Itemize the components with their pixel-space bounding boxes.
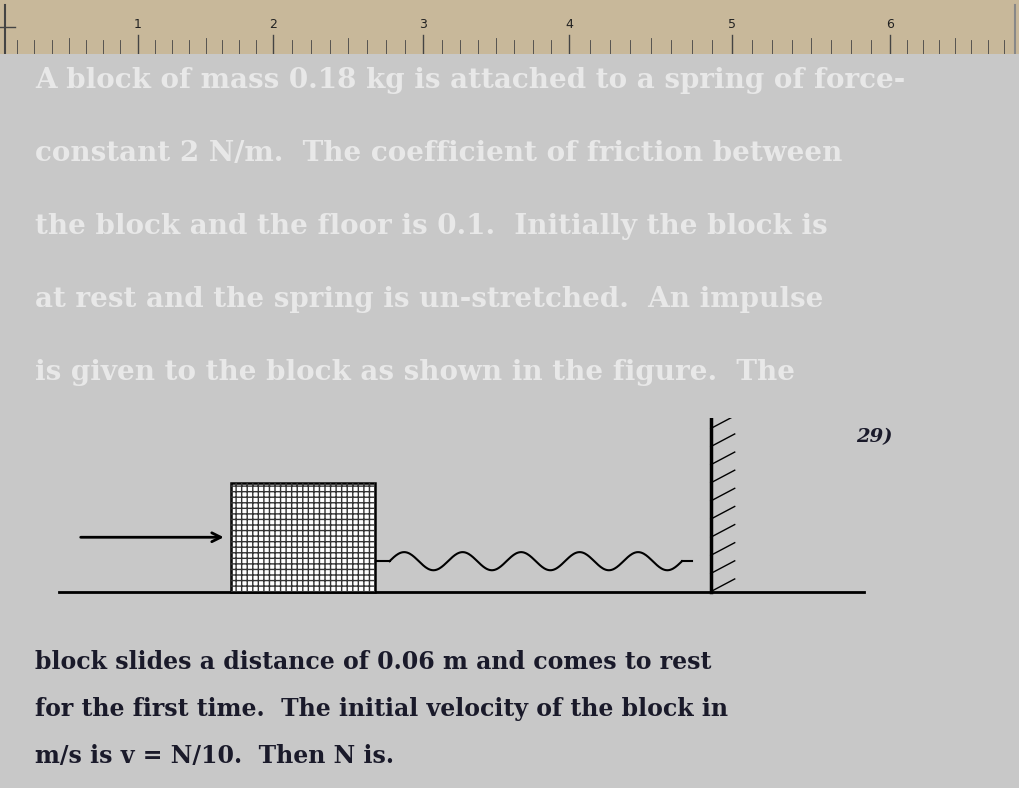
Text: 2: 2 <box>269 17 277 31</box>
Text: 29): 29) <box>856 429 892 447</box>
Bar <box>231 483 375 592</box>
Text: for the first time.  The initial velocity of the block in: for the first time. The initial velocity… <box>35 697 728 721</box>
Text: block slides a distance of 0.06 m and comes to rest: block slides a distance of 0.06 m and co… <box>35 649 710 674</box>
Text: the block and the floor is 0.1.  Initially the block is: the block and the floor is 0.1. Initiall… <box>35 213 826 240</box>
Text: A block of mass 0.18 kg is attached to a spring of force-: A block of mass 0.18 kg is attached to a… <box>35 67 904 94</box>
Text: constant 2 N/m.  The coefficient of friction between: constant 2 N/m. The coefficient of frict… <box>35 139 842 167</box>
Text: 3: 3 <box>419 17 427 31</box>
Text: 1: 1 <box>133 17 142 31</box>
Text: 4: 4 <box>565 17 573 31</box>
Text: 6: 6 <box>886 17 894 31</box>
Bar <box>231 483 375 592</box>
Text: 5: 5 <box>728 17 736 31</box>
Text: is given to the block as shown in the figure.  The: is given to the block as shown in the fi… <box>35 359 794 385</box>
Text: m/s is v = N/10.  Then N is.: m/s is v = N/10. Then N is. <box>35 744 393 768</box>
Text: at rest and the spring is un-stretched.  An impulse: at rest and the spring is un-stretched. … <box>35 286 822 313</box>
